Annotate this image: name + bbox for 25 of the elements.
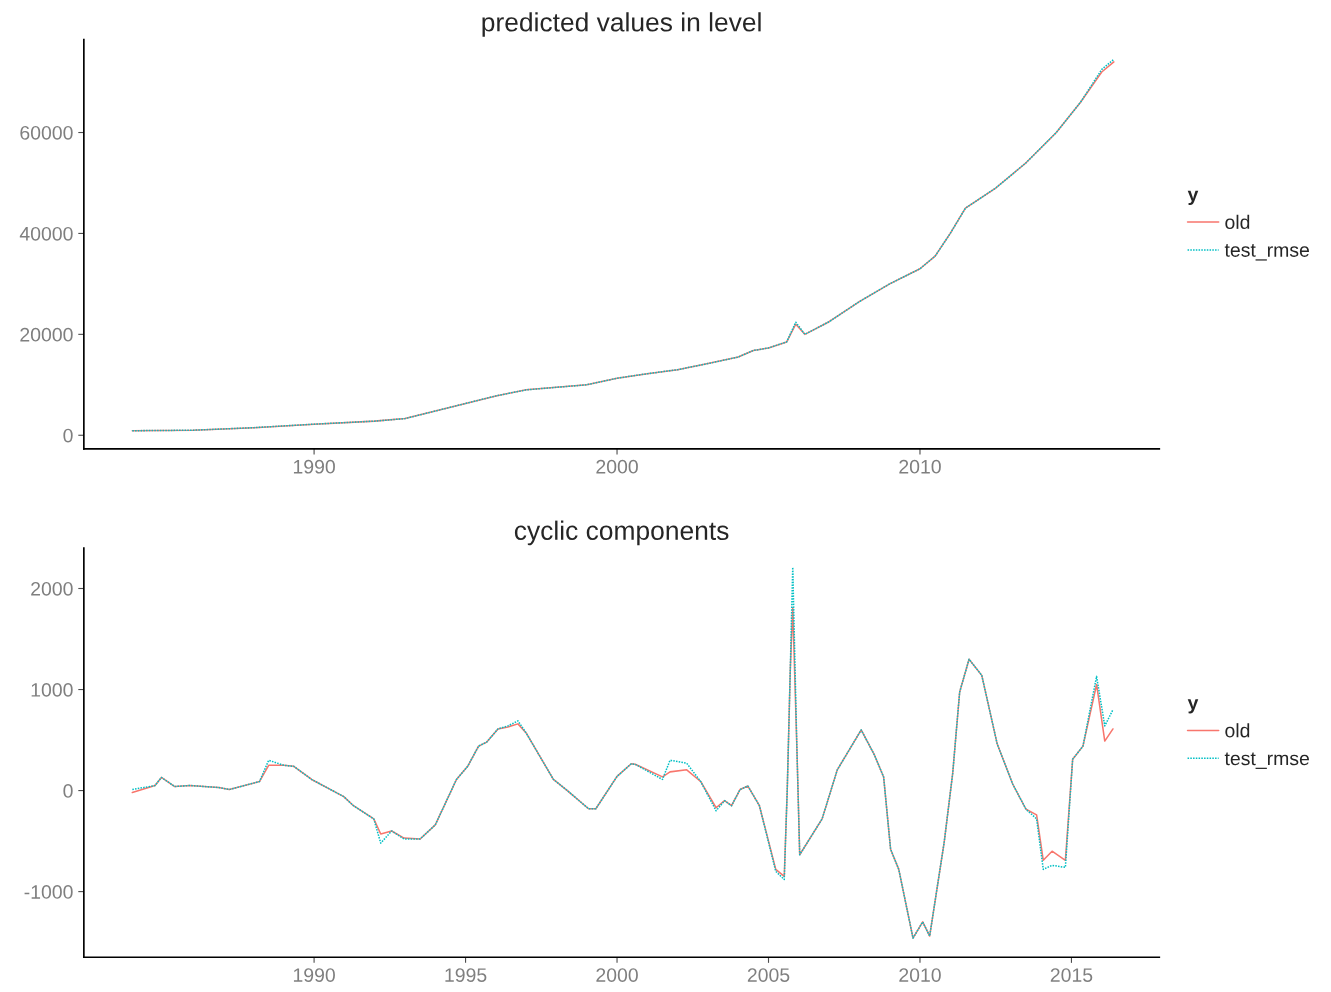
y-tick-label: -1000	[24, 885, 73, 899]
x-tick-label: 2015	[1050, 968, 1093, 982]
x-tick-label: 2000	[596, 968, 638, 982]
x-tick-label: 2010	[899, 459, 941, 474]
x-tick-label: 1990	[293, 459, 335, 474]
x-tick-label: 1995	[445, 968, 487, 982]
y-tick-label: 40000	[19, 226, 73, 241]
chart-title: predicted values in level	[482, 12, 761, 37]
y-tick-label: 2000	[31, 581, 73, 596]
y-tick-label: 0	[63, 784, 73, 798]
y-tick-label: 1000	[31, 683, 73, 697]
legend-label: test_rmse	[1224, 244, 1309, 261]
x-tick-label: 1990	[293, 968, 335, 982]
y-tick-label: 60000	[20, 125, 73, 140]
legend-label: test_rmse	[1224, 752, 1309, 769]
y-tick-label: 20000	[20, 327, 73, 342]
x-tick-label: 2010	[899, 968, 941, 982]
legend-title: y	[1187, 190, 1199, 206]
x-tick-label: 2000	[596, 459, 638, 474]
legend-label: old	[1225, 723, 1250, 738]
y-tick-label: 0	[63, 428, 73, 443]
chart-title: cyclic components	[514, 520, 729, 546]
legend-title: y	[1187, 699, 1199, 714]
x-tick-label: 2005	[747, 968, 790, 982]
legend-label: old	[1225, 214, 1250, 230]
